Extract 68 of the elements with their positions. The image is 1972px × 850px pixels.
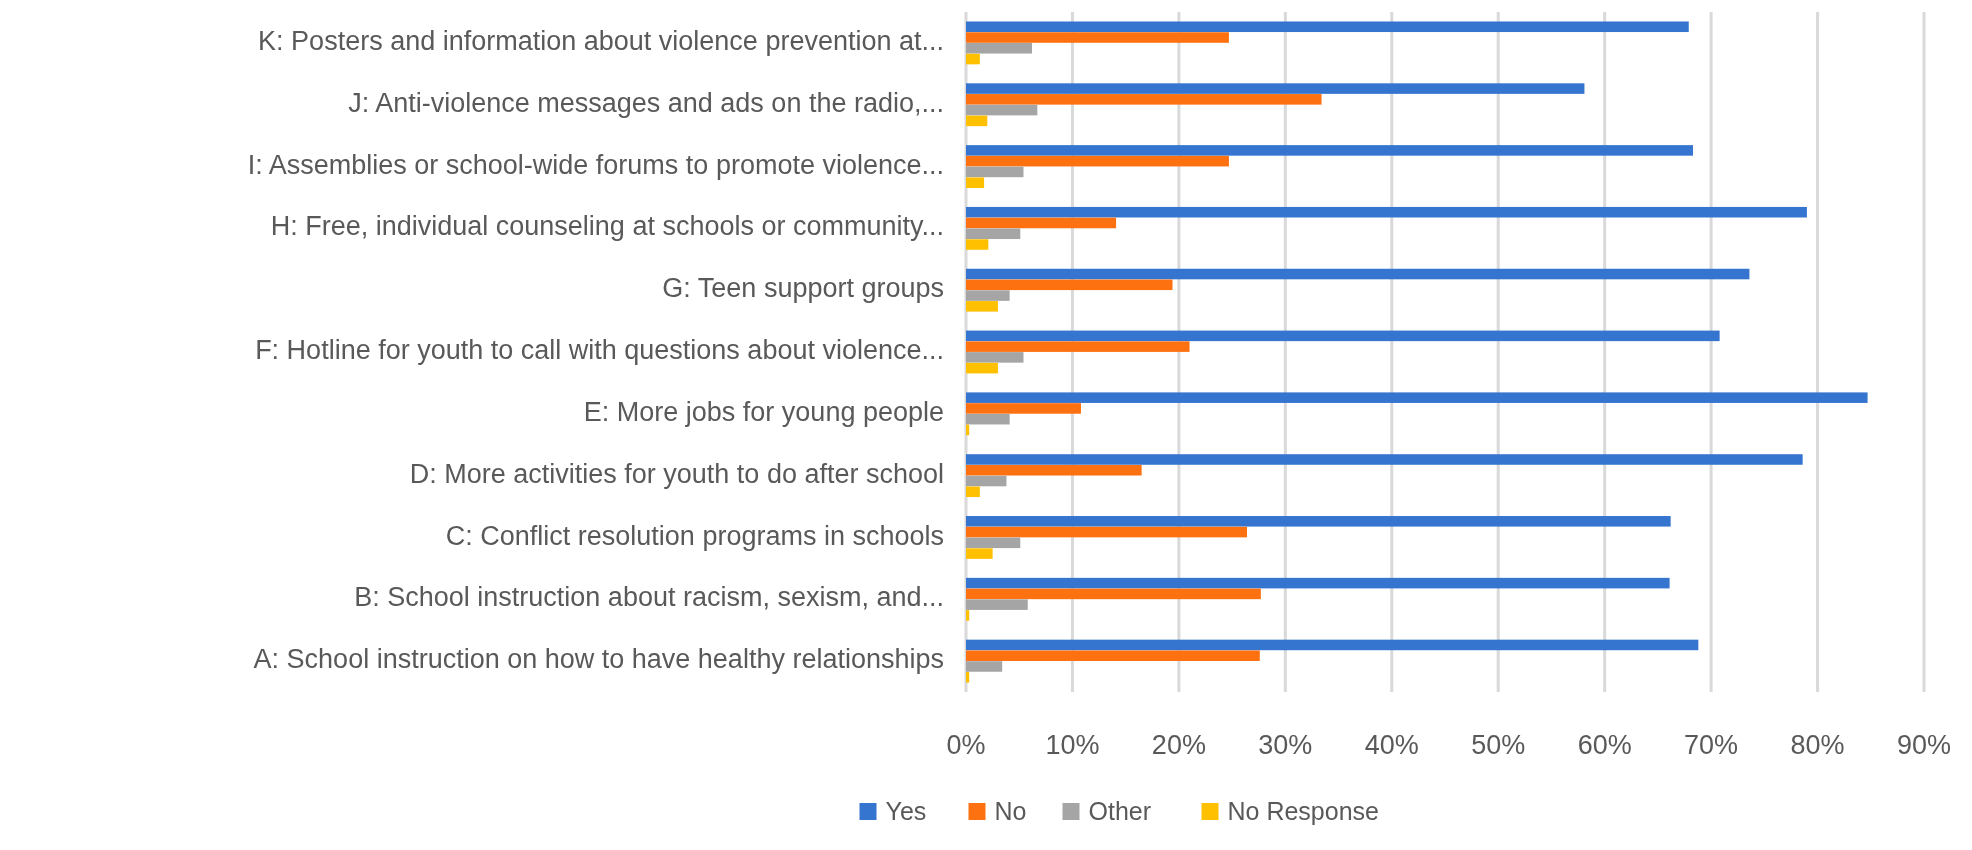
bar xyxy=(966,516,1671,527)
y-tick-label: K: Posters and information about violence prevention at... xyxy=(258,26,944,57)
bar xyxy=(966,413,1010,425)
bar xyxy=(966,341,1190,352)
bar xyxy=(966,650,1260,661)
y-tick-label: D: More activities for youth to do after school xyxy=(409,458,944,489)
bar xyxy=(966,639,1699,651)
bar xyxy=(966,217,1117,229)
y-tick-label: G: Teen support groups xyxy=(662,273,944,304)
bar xyxy=(966,599,1028,610)
bar xyxy=(966,526,1248,538)
bar xyxy=(966,330,1720,342)
bar xyxy=(966,166,1024,178)
bar xyxy=(966,279,1173,291)
bar xyxy=(966,177,985,188)
bar xyxy=(966,352,1024,363)
bar xyxy=(966,537,1021,549)
bar xyxy=(966,464,1142,476)
bar xyxy=(966,486,980,498)
bar xyxy=(966,610,970,621)
x-tick-label: 90% xyxy=(1896,730,1952,760)
x-tick-label: 60% xyxy=(1577,730,1632,760)
bar xyxy=(966,228,1021,240)
legend-label: Other xyxy=(1088,797,1152,825)
x-tick-label: 40% xyxy=(1364,730,1419,760)
x-tick-label: 10% xyxy=(1045,730,1100,760)
bar xyxy=(966,392,1868,403)
x-tick-label: 20% xyxy=(1151,730,1206,760)
bar xyxy=(966,290,1010,301)
bar xyxy=(966,53,980,65)
bar xyxy=(966,155,1229,167)
bar xyxy=(966,94,1322,105)
bar xyxy=(966,548,993,559)
x-tick-label: 70% xyxy=(1684,730,1739,760)
x-tick-label: 80% xyxy=(1790,730,1845,760)
bar xyxy=(966,661,1003,672)
y-tick-label: J: Anti-violence messages and ads on the radio,... xyxy=(348,87,944,118)
bar xyxy=(966,104,1038,116)
legend-label: No Response xyxy=(1227,797,1379,825)
bar xyxy=(966,239,989,250)
bar xyxy=(966,588,1261,600)
bar xyxy=(966,454,1803,465)
bar xyxy=(966,21,1689,33)
bar xyxy=(966,403,1081,414)
bar xyxy=(966,577,1670,589)
bar xyxy=(966,43,1032,54)
legend-label: No xyxy=(994,797,1027,825)
y-tick-label: F: Hotline for youth to call with questions about violence... xyxy=(255,335,944,366)
x-tick-label: 50% xyxy=(1471,730,1526,760)
bar xyxy=(966,32,1229,43)
y-tick-label: C: Conflict resolution programs in schools xyxy=(445,520,944,551)
bar xyxy=(966,475,1007,487)
bar xyxy=(966,268,1750,280)
x-tick-label: 0% xyxy=(946,730,986,760)
y-tick-label: H: Free, individual counseling at schools or community... xyxy=(270,211,944,242)
y-tick-label: E: More jobs for young people xyxy=(583,396,944,427)
y-tick-label: I: Assemblies or school-wide forums to promote violence... xyxy=(247,149,944,180)
y-tick-label: A: School instruction on how to have healthy relationships xyxy=(253,644,944,675)
x-tick-label: 30% xyxy=(1258,730,1313,760)
y-tick-label: B: School instruction about racism, sexism, and... xyxy=(354,582,944,613)
bar xyxy=(966,83,1585,94)
bar xyxy=(966,115,988,127)
bar xyxy=(966,362,998,374)
bar xyxy=(966,301,998,312)
bar xyxy=(966,206,1807,218)
bar xyxy=(966,671,970,683)
legend-label: Yes xyxy=(885,797,927,825)
bar xyxy=(966,145,1694,156)
